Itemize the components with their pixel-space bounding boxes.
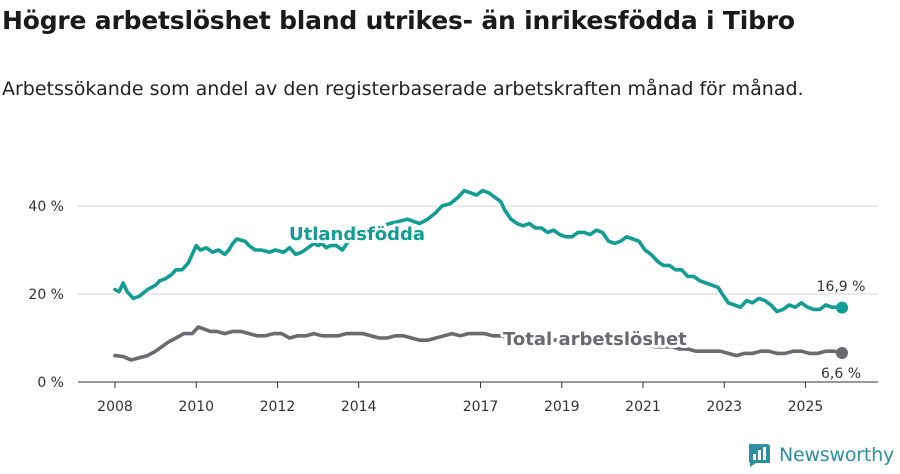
y-tick-label: 40 %	[28, 199, 64, 215]
series-end-point	[836, 346, 848, 359]
x-tick-label: 2019	[544, 399, 580, 415]
series-line-utlandsfodda	[113, 188, 844, 314]
series-line-total	[113, 325, 844, 362]
series-label-total: Total arbetslöshet	[503, 329, 687, 350]
end-value-label-utlandsfodda: 16,9 %	[817, 279, 866, 295]
series-end-point	[836, 301, 848, 314]
x-tick-label: 2025	[788, 399, 824, 415]
x-tick-label: 2012	[260, 399, 296, 415]
y-tick-label: 20 %	[28, 287, 64, 303]
chart-title: Högre arbetslöshet bland utrikes- än inr…	[2, 6, 795, 35]
series-label-utlandsfodda: Utlandsfödda	[289, 224, 425, 245]
grid-layer	[78, 205, 878, 388]
brand: Newsworthy	[746, 442, 894, 468]
chart-subtitle: Arbetssökande som andel av den registerb…	[2, 78, 804, 100]
newsworthy-logo-icon	[748, 444, 770, 467]
brand-name: Newsworthy	[778, 444, 894, 466]
x-tick-label: 2014	[341, 399, 377, 415]
series-layer	[111, 187, 848, 364]
y-tick-label: 0 %	[37, 375, 64, 391]
label-layer: 0 % 20 % 40 % 2008 2010 2012 2014 2017 2019 2021 2…	[28, 199, 865, 415]
x-tick-label: 2023	[706, 399, 742, 415]
series-line-halo	[111, 187, 846, 316]
end-value-label-total: 6,6 %	[821, 366, 861, 382]
x-tick-label: 2021	[625, 399, 661, 415]
x-tick-label: 2017	[463, 399, 499, 415]
x-tick-label: 2008	[97, 399, 133, 415]
x-tick-label: 2010	[178, 399, 214, 415]
